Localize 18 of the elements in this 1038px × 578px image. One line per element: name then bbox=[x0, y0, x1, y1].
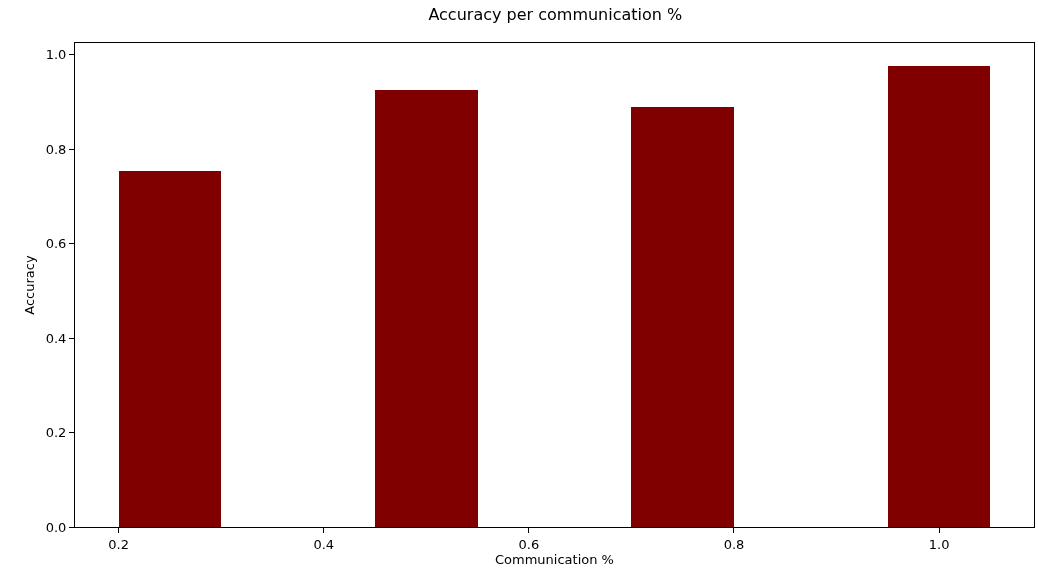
y-tick-label: 0.0 bbox=[45, 519, 67, 535]
bar bbox=[375, 90, 478, 527]
y-axis-title: Accuracy bbox=[21, 255, 37, 315]
bar bbox=[631, 107, 734, 527]
x-tick-label: 0.8 bbox=[723, 536, 745, 552]
y-tick-label: 1.0 bbox=[45, 47, 67, 63]
y-tick-label: 0.8 bbox=[45, 141, 67, 157]
bar bbox=[888, 66, 990, 527]
x-tick-label: 0.2 bbox=[108, 536, 129, 552]
x-axis-title: Communication % bbox=[495, 552, 614, 568]
y-tick-label: 0.4 bbox=[45, 330, 67, 346]
x-tick-label: 0.6 bbox=[518, 536, 540, 552]
x-tick-label: 1.0 bbox=[928, 536, 950, 552]
y-tick-label: 0.2 bbox=[45, 425, 67, 441]
bar bbox=[119, 171, 221, 527]
y-tick-label: 0.6 bbox=[45, 236, 67, 252]
chart-title: Accuracy per communication % bbox=[428, 4, 683, 24]
x-tick-label: 0.4 bbox=[313, 536, 335, 552]
